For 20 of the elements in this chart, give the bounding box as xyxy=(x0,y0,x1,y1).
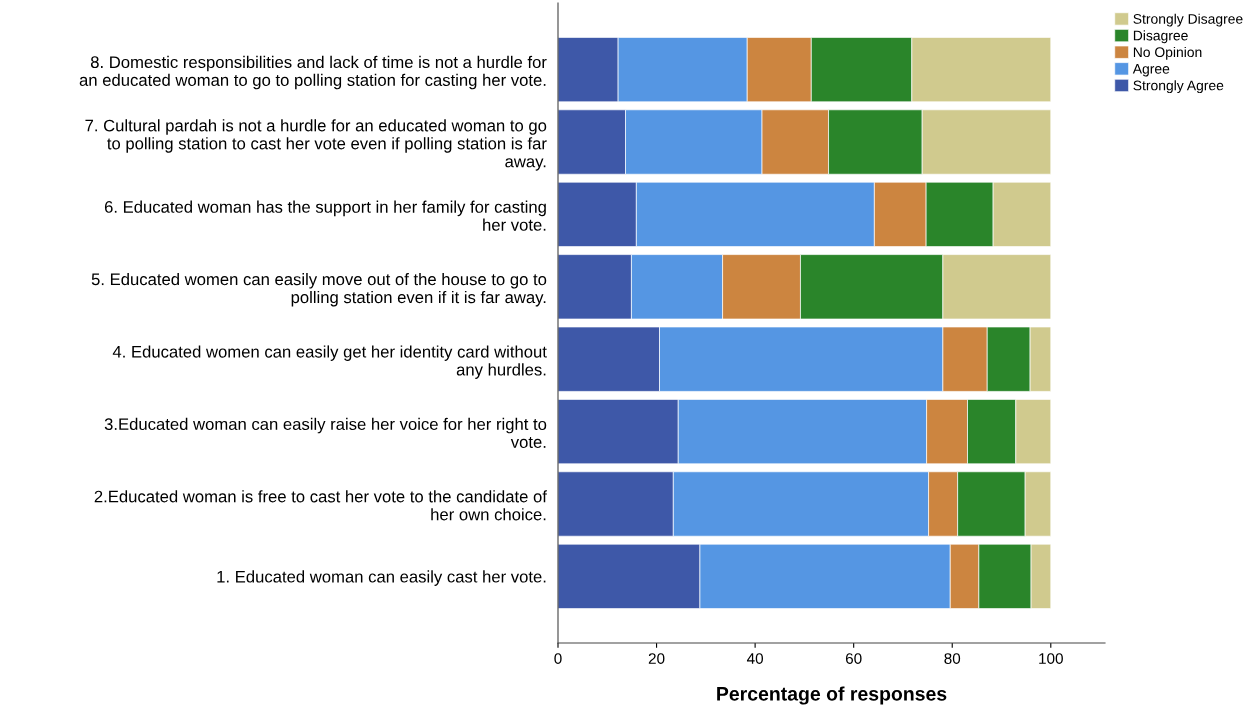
x-axis-title: Percentage of responses xyxy=(717,686,947,705)
legend-label: No Opinion xyxy=(1133,46,1202,60)
y-tick-label: 7. Cultural pardah is not a hurdle for an educated woman to go to polling station to cast her vote even if polling station is far away. xyxy=(85,119,547,171)
x-tick-label: 40 xyxy=(746,653,764,664)
y-tick-label: 8. Domestic responsibilities and lack of time is not a hurdle for an educated woman to go to polling station for casting her vote. xyxy=(79,55,547,90)
y-tick-label: 5. Educated women can easily move out of the house to go to polling station even if it is far away. xyxy=(91,272,547,307)
y-tick-label: 3.Educated woman can easily raise her voice for her right to vote. xyxy=(104,417,547,448)
x-tick-label: 60 xyxy=(845,653,862,664)
x-tick-label: 80 xyxy=(944,653,961,664)
legend-label: Agree xyxy=(1132,64,1170,77)
x-tick-label: 20 xyxy=(648,653,665,664)
y-tick-label: 1. Educated woman can easily cast her vote. xyxy=(217,570,546,586)
y-tick-label: 2.Educated woman is free to cast her vote to the candidate of her own choice. xyxy=(94,490,547,521)
y-tick-label: 4. Educated women can easily get her identity card without any hurdles. xyxy=(112,345,547,379)
legend-label: Strongly Disagree xyxy=(1133,13,1243,27)
y-tick-label: 6. Educated woman has the support in her family for casting her vote. xyxy=(104,200,546,231)
legend-label: Disagree xyxy=(1133,30,1188,44)
legend-label: Strongly Agree xyxy=(1133,80,1224,94)
x-tick-label: 0 xyxy=(554,653,562,664)
x-tick-label: 100 xyxy=(1039,653,1063,664)
